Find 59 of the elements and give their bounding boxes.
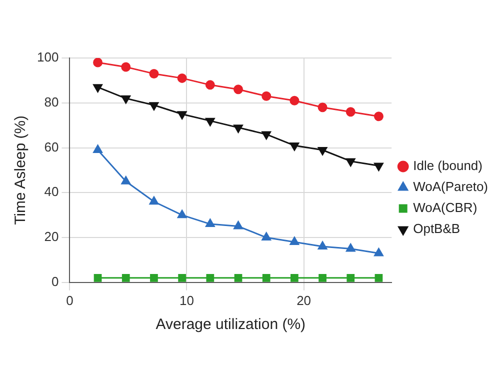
point (374, 274, 383, 282)
point (177, 73, 187, 83)
point (234, 124, 243, 133)
legend-label: OptB&B (413, 221, 460, 236)
point (374, 112, 384, 122)
point (290, 142, 300, 151)
point (121, 176, 131, 184)
y-tick-label: 80 (44, 94, 59, 110)
x-axis-title: Average utilization (%) (156, 316, 306, 334)
point (318, 147, 328, 156)
point (234, 274, 242, 282)
point (290, 236, 300, 246)
x-tick-label: 0 (66, 292, 74, 308)
point (121, 95, 131, 104)
point (206, 274, 214, 282)
point (318, 241, 328, 250)
point (206, 118, 215, 126)
point (149, 196, 159, 205)
legend-label: Idle (bound) (413, 158, 482, 174)
y-tick-label: 60 (44, 139, 59, 154)
point (149, 68, 159, 78)
y-tick-label: 100 (36, 50, 59, 65)
point (93, 58, 103, 68)
point (346, 107, 356, 117)
y-tick-label: 0 (51, 274, 59, 289)
point (262, 274, 270, 282)
point (346, 274, 355, 282)
point (177, 210, 187, 218)
legend-label: WoA(CBR) (413, 200, 478, 216)
y-axis-title: Time Asleep (%) (12, 115, 30, 225)
point (374, 162, 384, 171)
point (346, 158, 356, 166)
point (94, 274, 102, 282)
point (205, 80, 215, 90)
point (177, 111, 187, 120)
point (262, 131, 271, 140)
point (206, 218, 215, 228)
point (374, 248, 384, 256)
point (178, 274, 186, 282)
point (346, 243, 356, 252)
y-tick-label: 20 (44, 229, 59, 244)
point (290, 274, 298, 282)
point (121, 62, 131, 72)
point (149, 102, 159, 110)
point (234, 221, 243, 230)
point (318, 274, 326, 282)
point (93, 144, 102, 154)
point (93, 84, 102, 92)
x-tick-label: 20 (296, 292, 312, 308)
point (150, 274, 158, 282)
point (318, 102, 328, 112)
x-tick-label: 10 (180, 292, 194, 308)
legend-label: WoA(Pareto) (413, 179, 488, 194)
y-tick-label: 40 (44, 184, 59, 200)
point (122, 274, 130, 282)
point (262, 91, 272, 101)
point (262, 232, 271, 241)
point (290, 96, 300, 106)
point (234, 84, 244, 94)
